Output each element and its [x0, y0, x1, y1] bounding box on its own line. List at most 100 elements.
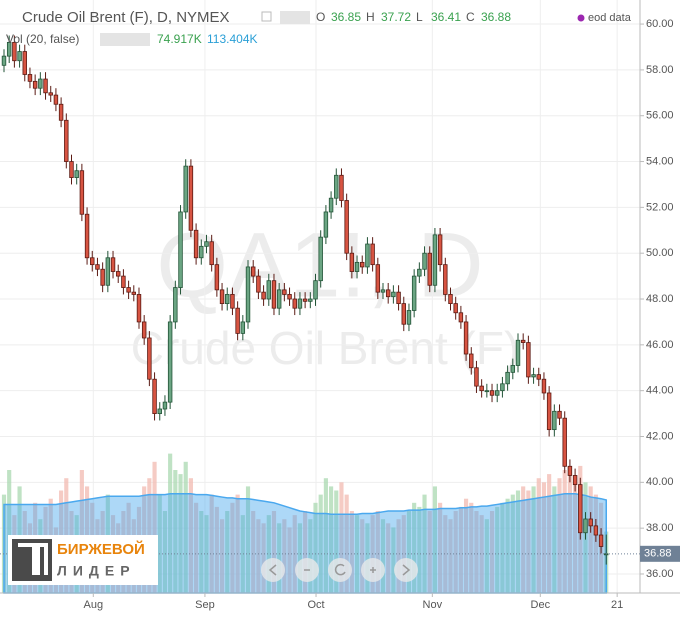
icon[interactable]	[280, 11, 310, 24]
scroll-left[interactable]	[261, 558, 285, 582]
y-tick-label: 54.00	[646, 155, 674, 167]
candle-body	[266, 280, 271, 300]
volume-bar	[329, 486, 334, 593]
candle-body	[437, 234, 443, 266]
candle-body	[411, 275, 417, 311]
volume-bar	[303, 511, 308, 593]
y-tick-label: 40.00	[646, 476, 674, 488]
volume-bar	[214, 506, 219, 593]
volume-bar	[547, 474, 552, 593]
reset[interactable]	[328, 558, 352, 582]
candle-body	[365, 243, 370, 268]
y-tick-label: 50.00	[646, 247, 674, 259]
y-tick-label: 48.00	[646, 293, 674, 305]
ohlc-legend: O 36.85 H 37.72 L 36.41 C 36.88	[316, 10, 511, 24]
candle-body	[245, 266, 251, 323]
last-price-label: 36.88	[644, 548, 672, 560]
candle-body	[479, 385, 484, 392]
volume-bar	[152, 461, 157, 593]
logo: БИРЖЕВОЙ ЛИДЕР	[8, 535, 158, 585]
volume-bar	[505, 498, 510, 593]
x-tick-label: Nov	[423, 599, 443, 611]
ohlc-value: 37.72	[381, 10, 411, 24]
logo-line2: ЛИДЕР	[57, 563, 136, 579]
volume-bar	[479, 515, 484, 593]
volume-bar	[401, 515, 406, 593]
volume-bar	[484, 519, 489, 593]
candle-body	[380, 289, 386, 293]
volume-name: Vol (20, false)	[6, 32, 79, 46]
candle-body	[469, 353, 474, 369]
ohlc-value: 36.88	[481, 10, 511, 24]
candle-body	[64, 119, 69, 162]
y-tick-label: 52.00	[646, 201, 674, 213]
candle-body	[401, 303, 406, 325]
candle-body	[546, 392, 552, 431]
volume-bar	[557, 478, 562, 593]
x-tick-label: Sep	[195, 599, 215, 611]
volume-bar	[334, 490, 339, 593]
scroll-right[interactable]	[394, 558, 418, 582]
ohlc-name: H	[366, 10, 375, 24]
candle-body	[22, 51, 27, 75]
candle-body	[178, 211, 183, 288]
candle-body	[448, 294, 453, 305]
icon[interactable]	[261, 11, 272, 22]
candle-body	[583, 518, 588, 534]
volume-bar	[448, 519, 453, 593]
candle-body	[90, 257, 95, 266]
candle-body	[453, 303, 458, 314]
candle-body	[48, 92, 53, 96]
volume-bar	[526, 490, 531, 593]
volume-bar	[541, 482, 547, 593]
icon[interactable]	[100, 33, 150, 46]
candle-body	[271, 280, 277, 309]
candle-body	[385, 289, 391, 298]
candle-body	[334, 174, 339, 199]
source: eod data	[588, 12, 632, 24]
candle-body	[126, 287, 131, 293]
candle-body	[74, 170, 79, 178]
candle-body	[302, 298, 308, 302]
volume-bar	[308, 519, 313, 593]
ohlc-value: 36.85	[331, 10, 361, 24]
candle-body	[199, 245, 204, 259]
candle-body	[141, 321, 147, 339]
candle-body	[536, 374, 541, 380]
volume-bar	[552, 486, 557, 593]
candle-body	[256, 275, 261, 293]
candle-body	[313, 280, 318, 300]
candle-body	[292, 298, 297, 309]
candle-body	[422, 252, 427, 270]
volume-bar	[7, 470, 12, 593]
volume-bar	[168, 453, 173, 593]
volume-bar	[573, 478, 578, 593]
volume-bar	[266, 515, 271, 593]
candle-body	[152, 378, 157, 414]
candle-body	[84, 213, 90, 259]
volume-bar	[380, 519, 386, 593]
volume-bar	[489, 511, 495, 593]
volume-bar	[463, 498, 469, 593]
candle-body	[43, 78, 48, 94]
volume-bar	[313, 502, 318, 593]
candle-body	[58, 103, 64, 121]
candle-body	[515, 339, 521, 366]
volume-bar	[230, 502, 235, 593]
candle-body	[105, 257, 111, 286]
candle-body	[427, 252, 432, 286]
candle-body	[116, 271, 121, 277]
volume-bar	[173, 470, 178, 593]
watermark-subtitle: Crude Oil Brent (F)	[131, 322, 520, 374]
volume-bar	[240, 515, 245, 593]
candle-body	[463, 321, 469, 355]
volume-bar	[209, 494, 214, 593]
candle-body	[6, 41, 12, 57]
candle-body	[17, 51, 22, 62]
volume-bar	[412, 502, 417, 593]
last-price-tag	[640, 545, 680, 562]
y-tick-label: 44.00	[646, 385, 674, 397]
volume-bar	[432, 486, 437, 593]
volume-bar	[458, 506, 463, 593]
candle-body	[230, 294, 235, 309]
